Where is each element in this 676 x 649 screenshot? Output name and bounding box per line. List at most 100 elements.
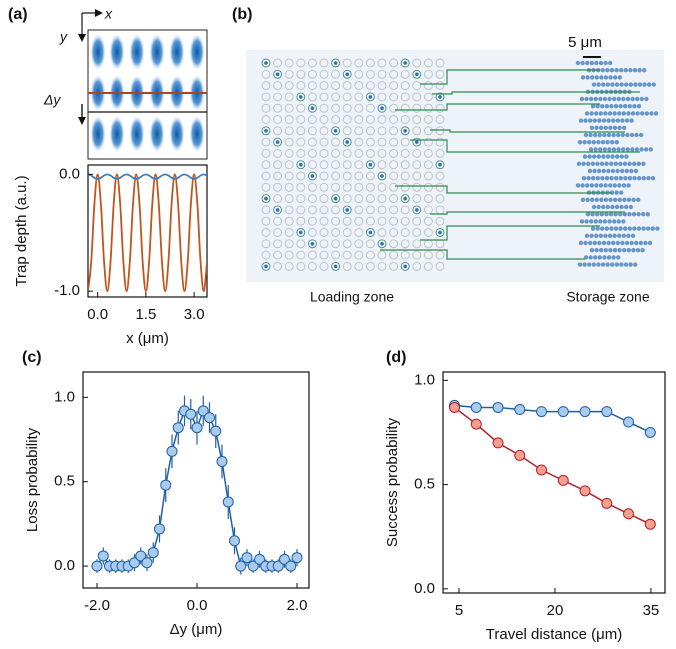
trap-site xyxy=(423,137,433,147)
stored-atom xyxy=(630,147,635,152)
y-tick-label: 0.5 xyxy=(54,473,75,490)
trap-site xyxy=(261,205,271,215)
stored-atom xyxy=(614,176,619,181)
trap-site xyxy=(261,103,271,113)
stored-atom xyxy=(584,233,590,238)
trap-site xyxy=(389,205,399,215)
x-tick-label: 1.5 xyxy=(135,306,156,323)
stored-atom xyxy=(590,197,595,202)
stored-atom xyxy=(615,168,620,174)
stored-atom xyxy=(616,147,621,152)
stored-atom xyxy=(634,147,640,152)
trap-site xyxy=(261,239,271,249)
trap-site xyxy=(423,250,433,260)
atom xyxy=(345,72,350,77)
data-point xyxy=(291,552,303,564)
data-point xyxy=(557,406,569,418)
stored-atom xyxy=(584,219,589,224)
trap-site xyxy=(331,182,341,192)
stored-atom xyxy=(621,183,627,188)
y-tick-label: 0.0 xyxy=(59,165,80,182)
stored-atom xyxy=(579,219,585,224)
trap-site xyxy=(377,137,387,147)
trap-spot xyxy=(109,115,125,153)
trap-site xyxy=(307,194,317,204)
trap-site xyxy=(261,148,271,158)
data-point xyxy=(623,416,635,428)
zone-label: Loading zone xyxy=(310,289,394,305)
stored-atom xyxy=(587,140,592,145)
trap-site xyxy=(261,81,271,91)
trap-site xyxy=(423,115,433,124)
stored-atom xyxy=(595,161,600,166)
trap-site xyxy=(342,261,352,271)
trap-site xyxy=(365,160,375,170)
stored-atom xyxy=(636,104,642,109)
trap-site xyxy=(261,228,271,237)
stored-atom xyxy=(575,60,581,66)
stored-atom xyxy=(602,147,607,152)
stored-atom xyxy=(647,82,652,87)
trap-site xyxy=(296,115,306,124)
stored-atom xyxy=(600,140,606,145)
trap-site xyxy=(389,126,399,136)
data-point xyxy=(235,560,247,572)
trap-site xyxy=(423,103,433,113)
stored-atom xyxy=(606,255,612,260)
trap-spot xyxy=(149,115,165,153)
trap-site xyxy=(307,126,317,136)
stored-atom xyxy=(604,212,609,217)
trap-site xyxy=(284,81,294,91)
stored-atom xyxy=(599,161,605,166)
panel-label: (c) xyxy=(22,349,42,366)
trap-site xyxy=(365,81,375,91)
trap-site xyxy=(296,160,306,170)
stored-atom xyxy=(630,96,635,102)
trap-site xyxy=(354,137,364,147)
trap-site xyxy=(377,228,387,237)
stored-atom xyxy=(581,161,586,166)
trap-site xyxy=(354,239,364,249)
trap-site xyxy=(342,92,352,102)
stored-atom xyxy=(614,190,619,195)
trap-site xyxy=(342,250,352,260)
stored-atom xyxy=(644,96,649,102)
stored-atom xyxy=(610,262,615,267)
trap-site xyxy=(412,239,422,249)
stored-atom xyxy=(613,104,619,109)
trap-site xyxy=(389,81,399,91)
stored-atom xyxy=(591,82,597,87)
stored-atom xyxy=(606,240,611,246)
trap-site xyxy=(284,182,294,192)
stored-atom xyxy=(583,118,588,123)
stored-atom xyxy=(587,154,592,159)
data-point xyxy=(216,455,228,467)
plot-area xyxy=(91,395,303,575)
trap-site xyxy=(342,205,352,215)
stored-atom xyxy=(624,204,629,210)
trap-site xyxy=(284,103,294,113)
data-point xyxy=(492,437,504,449)
stored-atom xyxy=(613,212,618,217)
trap-spot xyxy=(149,33,165,71)
stored-atom xyxy=(616,255,621,260)
stored-atom xyxy=(604,161,609,166)
data-point xyxy=(129,557,140,569)
stored-atom xyxy=(589,183,594,188)
stored-atom xyxy=(576,161,582,166)
stored-atom xyxy=(585,212,591,217)
stored-atom xyxy=(633,168,639,174)
stored-atom xyxy=(588,132,593,138)
trap-site xyxy=(412,148,422,158)
trap-site xyxy=(273,171,283,181)
trap-site xyxy=(400,58,410,68)
stored-atom xyxy=(612,233,617,238)
trap-site xyxy=(365,58,375,68)
atom xyxy=(438,95,442,99)
stored-atom xyxy=(601,118,607,123)
data-point xyxy=(141,557,153,569)
trap-site xyxy=(435,250,445,260)
stored-atom xyxy=(585,197,590,202)
trap-site xyxy=(342,171,352,181)
trap-site xyxy=(331,81,341,91)
